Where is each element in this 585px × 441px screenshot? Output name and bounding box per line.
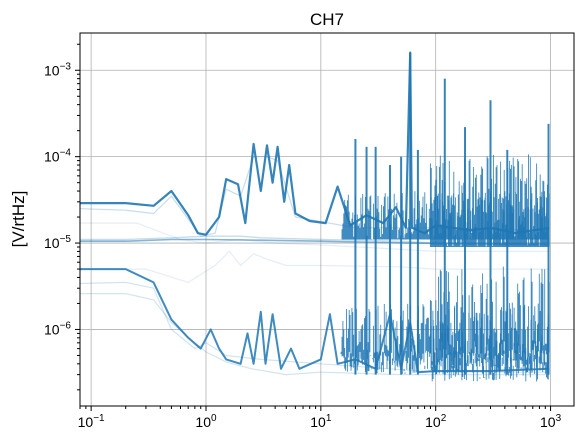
- x-tick-label: 101: [310, 413, 332, 430]
- plot-frame: [79, 32, 575, 407]
- spike-group: [354, 52, 550, 375]
- y-tick-label: 10−5: [44, 234, 71, 251]
- axis-ticks: 10−1 100 101 102 103 10−6 10−5 10−4 10−3: [44, 43, 562, 430]
- chart-title: CH7: [310, 10, 344, 29]
- y-tick-label: 10−3: [44, 61, 71, 78]
- x-tick-label: 103: [540, 413, 562, 430]
- x-tick-label: 10−1: [78, 413, 105, 430]
- series-line-9: [80, 281, 550, 373]
- series-line-7: [80, 268, 550, 374]
- series-line-5: [80, 222, 550, 252]
- x-tick-label: 102: [425, 413, 447, 430]
- y-axis-label: [V/rtHz]: [9, 191, 28, 248]
- x-tick-label: 100: [195, 413, 217, 430]
- series-line-1: [80, 51, 550, 236]
- series-line-4: [80, 238, 550, 246]
- y-tick-label: 10−6: [44, 320, 71, 337]
- series-line-2: [80, 156, 550, 237]
- y-tick-label: 10−4: [44, 148, 71, 165]
- series-line-6: [80, 250, 550, 283]
